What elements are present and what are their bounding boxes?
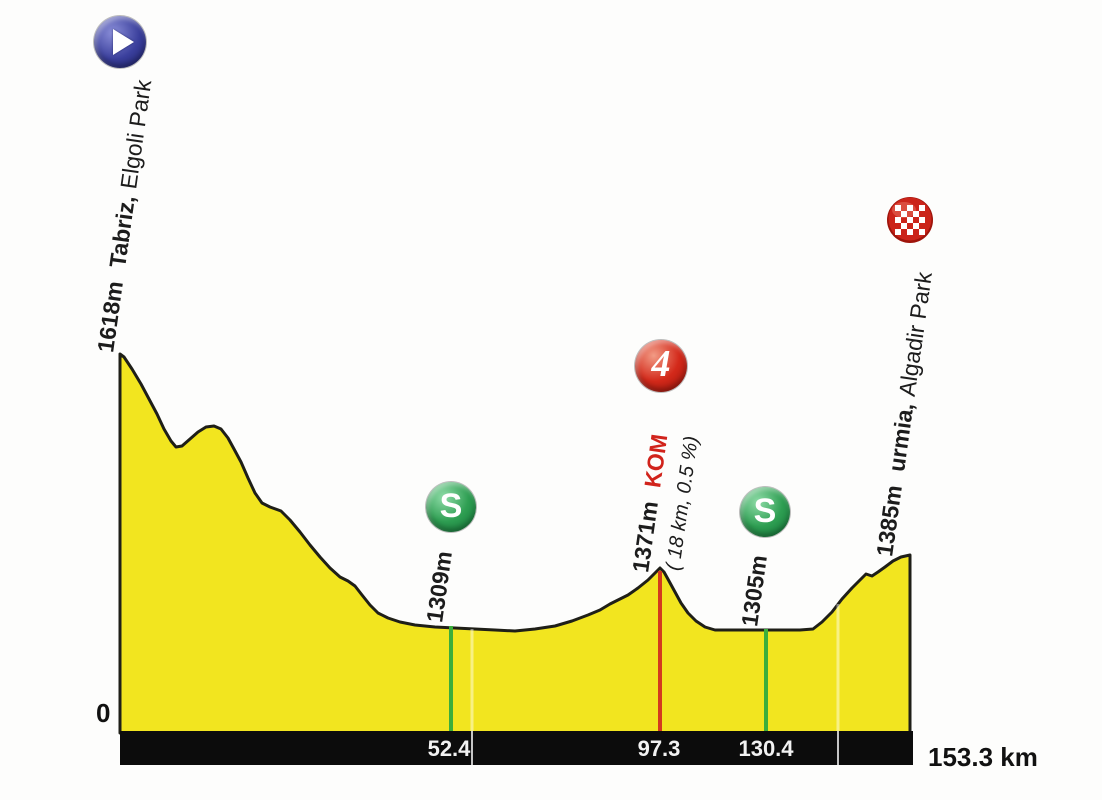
sprint1-symbol: S [439,486,463,525]
sprint1-icon: S [426,482,476,532]
sprint2-symbol: S [753,491,777,530]
distance-bar [120,731,913,765]
profile-area [118,352,912,735]
play-icon [112,29,134,55]
axis-marker-97: 97.3 [637,736,681,761]
sprint2-icon: S [740,487,790,537]
axis-total-label: 153.3 km [928,742,1038,772]
axis-origin-label: 0 [96,698,111,728]
start-icon [94,16,146,68]
axis-marker-52: 52.4 [427,736,471,761]
kom-category: 4 [651,343,671,385]
checker-pattern [895,205,925,235]
kom-icon: 4 [635,340,687,392]
finish-icon [887,197,933,243]
axis-marker-130: 130.4 [738,736,794,761]
